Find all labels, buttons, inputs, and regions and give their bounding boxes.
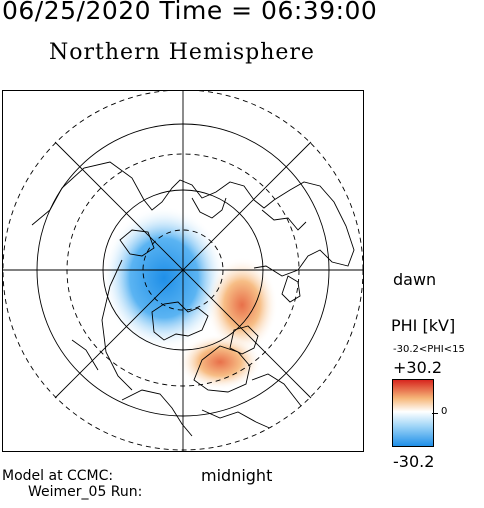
dawn-label: dawn: [393, 270, 437, 289]
midnight-label: midnight: [201, 466, 273, 485]
footer-model: Model at CCMC:: [2, 468, 114, 484]
legend-color-bar: [392, 379, 434, 447]
positive-cell-night: [178, 334, 262, 390]
legend-title: PHI [kV]: [391, 316, 456, 335]
header-datetime: 06/25/2020 Time = 06:39:00: [2, 0, 378, 25]
potential-pattern: [102, 206, 278, 390]
graticule: [2, 90, 364, 452]
negative-cell: [102, 206, 226, 350]
polar-map: [2, 90, 364, 452]
legend-max-value: +30.2: [393, 358, 443, 377]
positive-cell-dawn: [206, 257, 278, 353]
footer-run: Weimer_05 Run:: [28, 484, 143, 500]
map-title: Northern Hemisphere: [49, 40, 315, 65]
legend-zero-value: 0: [441, 406, 448, 417]
legend-min-value: -30.2: [393, 452, 435, 471]
legend-range: -30.2<PHI<15: [393, 344, 465, 355]
legend-zero-tick: [432, 413, 438, 414]
